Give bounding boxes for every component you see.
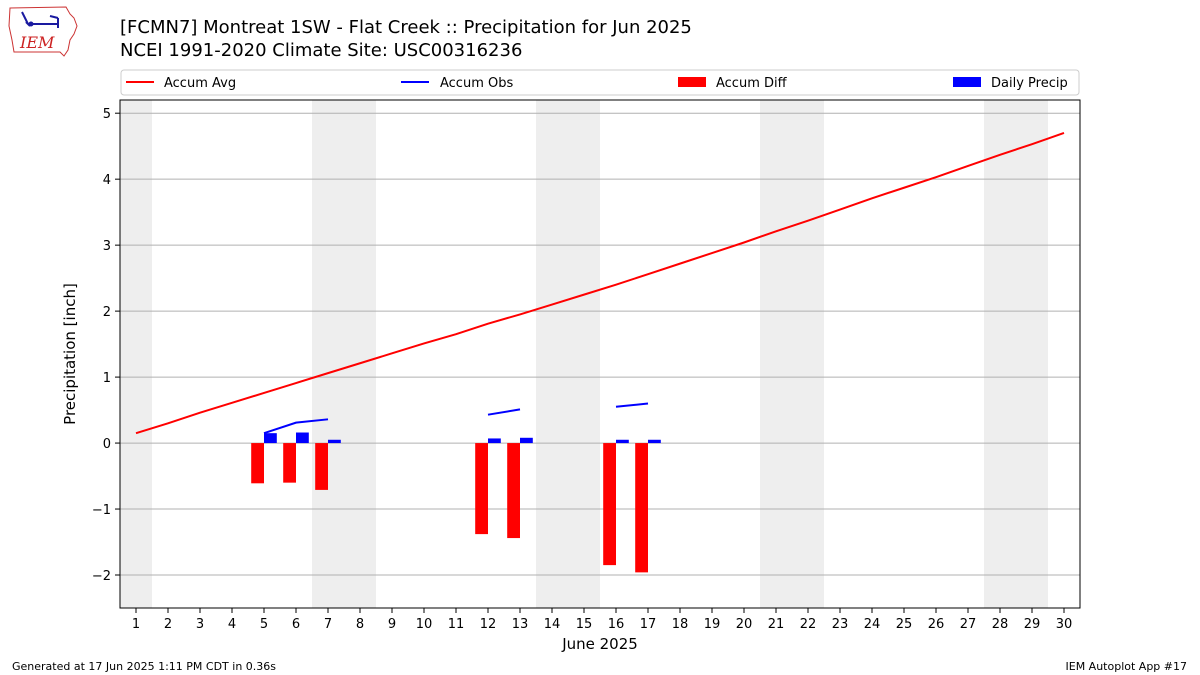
- daily-precip-bar: [328, 439, 341, 444]
- chart-title: [FCMN7] Montreat 1SW - Flat Creek :: Pre…: [120, 17, 692, 38]
- chart-subtitle: NCEI 1991-2020 Climate Site: USC00316236: [120, 40, 523, 61]
- x-axis-label: June 2025: [561, 635, 638, 653]
- x-tick-label: 21: [768, 617, 785, 632]
- weekend-shade: [536, 100, 568, 608]
- legend-swatch-accum-diff: [678, 77, 706, 87]
- accum-obs-line: [487, 408, 521, 416]
- weekend-shade: [984, 100, 1016, 608]
- y-tick-label: 1: [103, 371, 111, 386]
- x-tick-label: 12: [480, 617, 497, 632]
- x-tick-label: 2: [164, 617, 172, 632]
- x-tick-label: 9: [388, 617, 396, 632]
- x-tick-label: 7: [324, 617, 332, 632]
- accum-diff-bar: [475, 443, 488, 535]
- x-tick-label: 14: [544, 617, 561, 632]
- weekend-shade: [312, 100, 344, 608]
- x-tick-label: 22: [800, 617, 817, 632]
- logo-text: IEM: [19, 33, 55, 52]
- legend-swatch-daily-precip: [953, 77, 981, 87]
- weather-station-icon: [21, 11, 59, 28]
- accum-diff-bar: [635, 443, 648, 573]
- weekend-shading: [120, 100, 1048, 608]
- accum-diff-bar: [603, 443, 616, 566]
- x-tick-label: 11: [448, 617, 465, 632]
- legend-label-daily-precip: Daily Precip: [991, 76, 1068, 91]
- x-tick-label: 5: [260, 617, 268, 632]
- daily-precip-bar: [520, 437, 533, 444]
- y-ticks: −2 −1 0 1 2 3 4 5: [92, 107, 120, 584]
- x-tick-label: 30: [1056, 617, 1073, 632]
- x-tick-label: 6: [292, 617, 300, 632]
- x-tick-label: 8: [356, 617, 364, 632]
- x-tick-label: 18: [672, 617, 689, 632]
- accum-diff-bar: [315, 443, 328, 490]
- x-tick-label: 10: [416, 617, 433, 632]
- y-tick-label: 2: [103, 305, 111, 320]
- x-tick-label: 4: [228, 617, 236, 632]
- legend-box: [120, 69, 1080, 96]
- x-tick-label: 29: [1024, 617, 1041, 632]
- daily-precip-bar: [264, 433, 277, 444]
- lines: [135, 132, 1065, 435]
- x-tick-label: 16: [608, 617, 625, 632]
- x-tick-label: 26: [928, 617, 945, 632]
- y-tick-label: 3: [103, 239, 111, 254]
- accum-diff-bar: [251, 443, 264, 484]
- daily-precip-bar: [648, 439, 661, 444]
- x-tick-label: 15: [576, 617, 593, 632]
- accum-obs-line: [615, 402, 649, 408]
- daily-precip-bar: [616, 439, 629, 444]
- accum-avg-line: [135, 132, 1065, 435]
- y-axis-label: Precipitation [inch]: [61, 283, 79, 425]
- x-tick-label: 27: [960, 617, 977, 632]
- app-label: IEM Autoplot App #17: [1065, 660, 1188, 673]
- gridlines: [120, 112, 1080, 576]
- legend-label-accum-avg: Accum Avg: [164, 76, 236, 91]
- x-tick-label: 24: [864, 617, 881, 632]
- bars: [251, 432, 661, 573]
- legend-label-accum-obs: Accum Obs: [440, 76, 513, 91]
- x-tick-label: 1: [132, 617, 140, 632]
- iem-logo: IEM: [8, 6, 78, 57]
- x-tick-label: 13: [512, 617, 529, 632]
- legend-label-accum-diff: Accum Diff: [716, 76, 788, 91]
- x-tick-label: 19: [704, 617, 721, 632]
- x-tick-label: 3: [196, 617, 204, 632]
- weekend-shade: [1016, 100, 1048, 608]
- y-tick-label: 4: [103, 173, 111, 188]
- x-ticks: 1 2 3 4 5 6 7 8 9 10 11 12 13 14 15 16 17 18 19 20 21 22 23 24 2…: [132, 608, 1072, 632]
- legend: Accum Avg Accum Obs Accum Diff Daily Precip: [120, 69, 1080, 96]
- y-tick-label: −1: [92, 503, 111, 518]
- generated-timestamp: Generated at 17 Jun 2025 1:11 PM CDT in …: [12, 660, 277, 673]
- accum-diff-bar: [283, 443, 296, 483]
- daily-precip-bar: [296, 432, 309, 444]
- accum-obs-line: [263, 418, 329, 435]
- x-tick-label: 20: [736, 617, 753, 632]
- weekend-shade: [568, 100, 600, 608]
- x-tick-label: 28: [992, 617, 1009, 632]
- x-tick-label: 23: [832, 617, 849, 632]
- daily-precip-bar: [488, 438, 501, 444]
- y-tick-label: 5: [103, 107, 111, 122]
- weekend-shade: [760, 100, 792, 608]
- y-tick-label: −2: [92, 569, 111, 584]
- plot-frame: [119, 99, 1081, 609]
- x-tick-label: 25: [896, 617, 913, 632]
- weekend-shade: [120, 100, 152, 608]
- weekend-shade: [792, 100, 824, 608]
- x-tick-label: 17: [640, 617, 657, 632]
- accum-diff-bar: [507, 443, 520, 539]
- weekend-shade: [344, 100, 376, 608]
- y-tick-label: 0: [103, 437, 111, 452]
- sensor-dot-icon: [28, 21, 34, 27]
